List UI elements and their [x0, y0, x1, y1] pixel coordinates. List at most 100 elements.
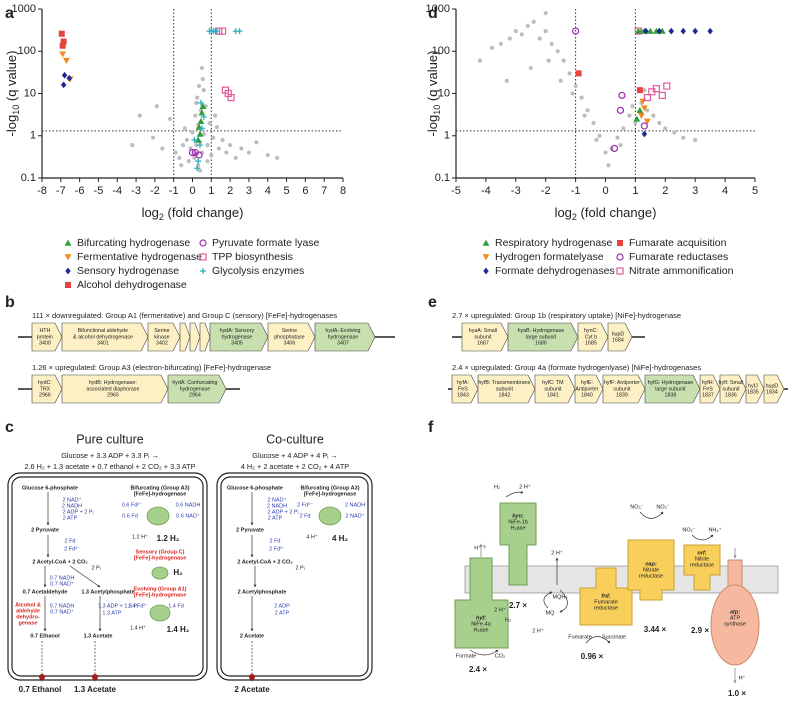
- point: [197, 117, 205, 125]
- legend-label: TPP biosynthesis: [212, 251, 293, 263]
- y-axis-label-part: (q value): [425, 51, 440, 105]
- pathway-label: 2 Pyruvate: [236, 527, 264, 533]
- gene-label: large subunit: [526, 334, 557, 340]
- panel-letter: b: [5, 294, 15, 311]
- point: [213, 28, 220, 35]
- point: [507, 36, 512, 41]
- legend-label: Bifurcating hydrogenase: [77, 237, 190, 249]
- point: [668, 27, 674, 35]
- pathway-label: H₂: [173, 568, 183, 577]
- y-tick-label: 1000: [12, 3, 36, 15]
- y-tick-label: 1000: [426, 3, 450, 15]
- point: [197, 142, 204, 149]
- equation: Glucose + 4 ADP + 4 Pᵢ →: [252, 451, 337, 460]
- diagram-label: Succinate: [602, 634, 626, 640]
- pathway-label: 0.7 Ethanol: [30, 633, 60, 639]
- gene-arrow: [507, 322, 579, 352]
- x-axis-label-part: (fold change): [577, 205, 657, 220]
- legend-label: Respiratory hydrogenase: [495, 237, 612, 249]
- gene-arrow: [745, 374, 765, 404]
- point: [191, 136, 198, 143]
- operon-title: 2.4 × upregulated: Group 4a (formate hyd…: [452, 363, 701, 372]
- x-tick-label: 5: [284, 185, 290, 197]
- gene-label: phosphatase: [274, 334, 304, 340]
- point: [205, 159, 210, 164]
- gene-label: hynC:: [584, 328, 598, 334]
- pathway-label: [FeFe]-hydrogenase: [134, 491, 187, 497]
- pathway-label: 2 NADH: [267, 503, 287, 509]
- point: [190, 130, 195, 135]
- panel-letter: c: [5, 419, 14, 436]
- gene-label: FeS: [458, 386, 468, 392]
- x-tick-label: -2: [541, 185, 551, 197]
- diagram-label: H₂ase: [511, 525, 526, 531]
- legend-swatch: [482, 239, 490, 246]
- pathway-label: 0.7 Acetaldehyde: [23, 589, 68, 595]
- point: [196, 130, 204, 137]
- x-tick-label: 3: [692, 185, 698, 197]
- point: [618, 143, 623, 148]
- panel-letter: d: [428, 5, 438, 22]
- legend-label: Fumarate reductases: [629, 251, 728, 263]
- point: [201, 88, 206, 93]
- point: [194, 165, 201, 172]
- point: [194, 143, 199, 148]
- gene-label: 1687: [477, 341, 489, 347]
- point: [643, 118, 651, 125]
- point: [209, 152, 214, 158]
- gene-arrow: [147, 322, 181, 352]
- pathway-label: 0.7 NAD⁺: [50, 580, 74, 587]
- arrow: [585, 636, 611, 644]
- x-tick-label: -1: [169, 185, 179, 197]
- diagram-label: NO₂⁻: [682, 527, 695, 533]
- gene-arrow: [477, 374, 536, 404]
- legend-label: Nitrate ammonification: [629, 265, 734, 277]
- transporter: [92, 674, 98, 680]
- gene-label: hydC:: [38, 380, 52, 386]
- gene-label: Serine: [154, 328, 169, 334]
- point: [681, 135, 686, 140]
- gene-label: 3406: [284, 341, 296, 347]
- point: [555, 49, 560, 54]
- point: [216, 146, 221, 151]
- pathway-label: 2 Fd²⁻: [297, 502, 313, 508]
- x-tick-label: -6: [75, 185, 85, 197]
- point: [179, 163, 184, 168]
- point: [634, 27, 642, 35]
- legend-swatch: [65, 267, 71, 275]
- gene-label: 2964: [189, 393, 201, 399]
- diagram-label: nap:: [645, 561, 657, 567]
- point: [594, 137, 599, 142]
- point: [199, 102, 207, 109]
- gene-label: hyfG: Hydrogenase: [648, 380, 694, 386]
- panel-letter: a: [5, 5, 14, 22]
- point: [154, 104, 159, 109]
- point: [549, 41, 554, 46]
- point: [150, 135, 156, 140]
- diagram-label: H⁺ ?: [474, 544, 485, 551]
- point: [575, 70, 582, 77]
- point: [59, 51, 67, 58]
- arrow: [505, 490, 524, 498]
- diagram-label: 2 H⁺: [519, 483, 531, 490]
- gene-arrow: [61, 374, 169, 404]
- pathway-label: 2 Acetate: [240, 633, 264, 639]
- point: [579, 95, 584, 100]
- arrow: [559, 589, 568, 613]
- point: [633, 115, 641, 122]
- gene-label: 3401: [97, 341, 109, 347]
- point: [567, 71, 572, 76]
- arrow: [69, 565, 101, 588]
- pathway-label: 4 H₂: [332, 534, 348, 543]
- pathway-label: 0.6 Fd: [122, 513, 138, 519]
- diagram-label: 2.9 ×: [691, 626, 709, 635]
- point: [680, 27, 686, 35]
- frd-complex: [579, 567, 633, 626]
- point: [645, 108, 650, 113]
- culture-title: Pure culture: [76, 432, 143, 446]
- gene-arrow: [451, 374, 479, 404]
- hyf-complex: [454, 557, 509, 649]
- diagram-label: hyf:: [476, 615, 486, 621]
- point: [663, 126, 668, 131]
- point: [227, 93, 235, 102]
